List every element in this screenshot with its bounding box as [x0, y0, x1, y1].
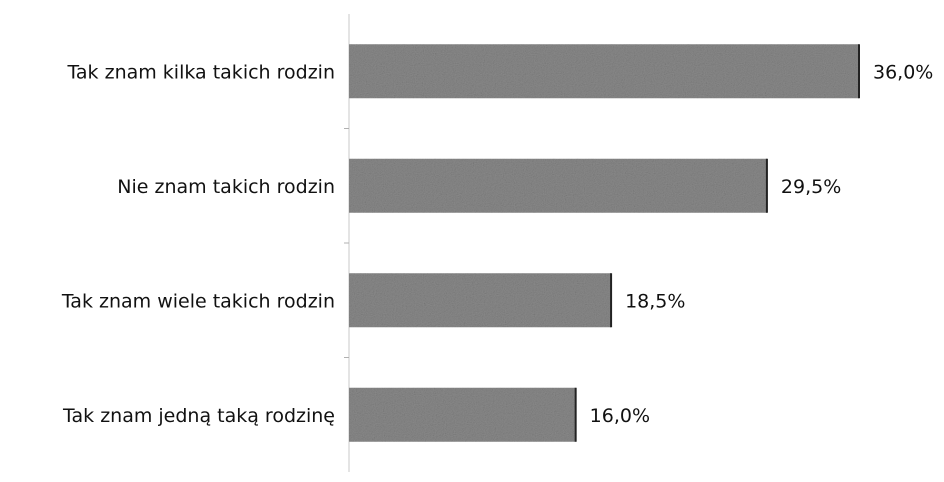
- data-label: 16,0%: [590, 405, 650, 427]
- category-label: Nie znam takich rodzin: [117, 176, 335, 198]
- bar: [349, 158, 767, 213]
- category-label: Tak znam kilka takich rodzin: [66, 61, 335, 83]
- bar: [349, 44, 859, 99]
- category-label: Tak znam wiele takich rodzin: [61, 290, 335, 312]
- data-label: 36,0%: [873, 61, 933, 83]
- bar: [349, 273, 612, 328]
- bar: [349, 387, 576, 442]
- data-label: 29,5%: [781, 176, 841, 198]
- data-label: 18,5%: [625, 290, 685, 312]
- category-label: Tak znam jedną taką rodzinę: [62, 405, 335, 427]
